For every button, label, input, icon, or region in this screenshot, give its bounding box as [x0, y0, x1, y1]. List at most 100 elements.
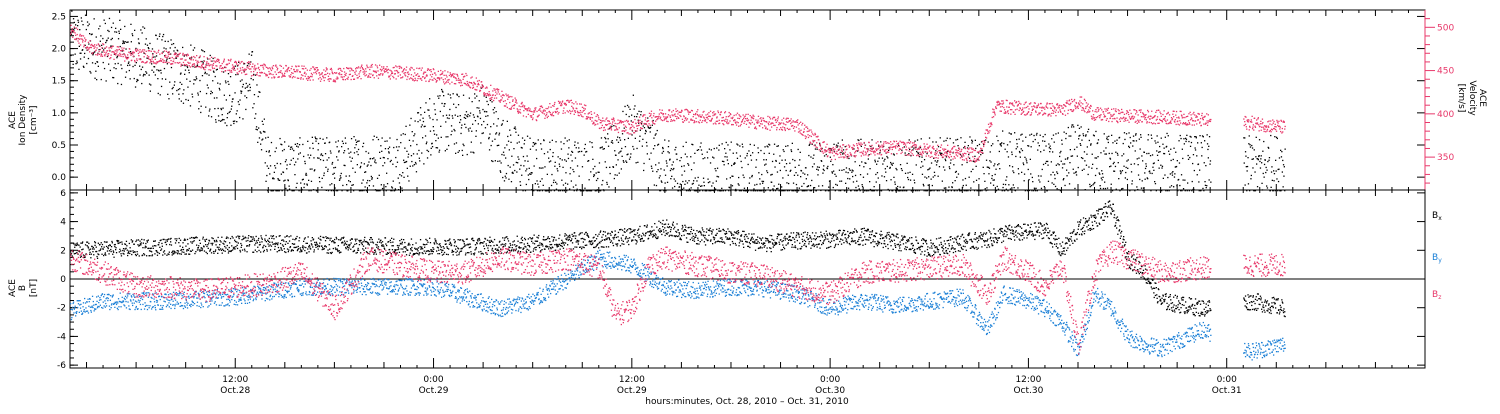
ion-density-point: [861, 146, 862, 147]
velocity-point: [753, 116, 754, 117]
ion-density-point: [674, 178, 675, 179]
velocity-point: [232, 64, 233, 65]
velocity-point: [201, 67, 202, 68]
velocity-point: [119, 53, 120, 54]
velocity-point: [257, 63, 258, 64]
ion-density-point: [208, 87, 209, 88]
ion-density-point: [84, 57, 85, 58]
ion-density-point: [78, 22, 79, 23]
velocity-point: [529, 110, 530, 111]
ion-density-point: [577, 142, 578, 143]
ion-density-point: [486, 111, 487, 112]
ion-density-point: [88, 43, 89, 44]
velocity-point: [110, 47, 111, 48]
ion-density-point: [944, 169, 945, 170]
ion-density-point: [1083, 169, 1084, 170]
ion-density-point: [799, 159, 800, 160]
ion-density-point: [419, 160, 420, 161]
ion-density-point: [494, 107, 495, 108]
velocity-point: [139, 51, 140, 52]
velocity-point: [760, 117, 761, 118]
ion-density-point: [342, 141, 343, 142]
ion-density-point: [398, 146, 399, 147]
velocity-point: [819, 149, 820, 150]
ion-density-point: [989, 168, 990, 169]
velocity-point: [695, 118, 696, 119]
ion-density-point: [1094, 135, 1095, 136]
velocity-point: [467, 81, 468, 82]
ion-density-point: [163, 47, 164, 48]
velocity-point: [739, 118, 740, 119]
velocity-point: [211, 64, 212, 65]
velocity-point: [616, 126, 617, 127]
velocity-point: [575, 112, 576, 113]
velocity-point: [399, 68, 400, 69]
ion-density-point: [87, 25, 88, 26]
ion-density-point: [568, 147, 569, 148]
ion-density-point: [246, 97, 247, 98]
ion-density-point: [1055, 133, 1056, 134]
ion-density-point: [203, 62, 204, 63]
ion-density-point: [988, 141, 989, 142]
velocity-point: [612, 121, 613, 122]
velocity-point: [368, 75, 369, 76]
ion-density-point: [1091, 185, 1092, 186]
velocity-point: [741, 124, 742, 125]
ion-density-point: [532, 146, 533, 147]
velocity-point: [98, 44, 99, 45]
velocity-point: [561, 104, 562, 105]
velocity-point: [618, 132, 619, 133]
ion-density-point: [966, 185, 967, 186]
ion-density-point: [963, 185, 964, 186]
velocity-point: [750, 115, 751, 116]
ion-density-point: [406, 151, 407, 152]
ion-density-point: [756, 159, 757, 160]
ion-density-point: [952, 182, 953, 183]
ion-density-point: [745, 157, 746, 158]
ion-density-point: [118, 31, 119, 32]
ion-density-point: [695, 177, 696, 178]
ion-density-point: [331, 183, 332, 184]
ion-density-point: [1064, 185, 1065, 186]
velocity-point: [821, 149, 822, 150]
ion-density-point: [641, 111, 642, 112]
ion-density-point: [1176, 166, 1177, 167]
ion-density-point: [785, 159, 786, 160]
ion-density-point: [147, 45, 148, 46]
ion-density-point: [118, 38, 119, 39]
velocity-point: [769, 117, 770, 118]
velocity-point: [177, 56, 178, 57]
ion-density-point: [684, 165, 685, 166]
ion-density-point: [724, 148, 725, 149]
ion-density-point: [332, 174, 333, 175]
ion-density-point: [685, 180, 686, 181]
velocity-point: [515, 98, 516, 99]
velocity-point: [540, 111, 541, 112]
ion-density-point: [83, 67, 84, 68]
ion-density-point: [1209, 164, 1210, 165]
ion-density-point: [173, 43, 174, 44]
ion-density-point: [210, 55, 211, 56]
velocity-point: [270, 74, 271, 75]
ion-density-point: [75, 63, 76, 64]
velocity-point: [705, 114, 706, 115]
ion-density-point: [497, 145, 498, 146]
velocity-point: [306, 78, 307, 79]
ion-density-point: [1278, 169, 1279, 170]
velocity-point: [825, 150, 826, 151]
velocity-point: [108, 55, 109, 56]
ion-density-point: [158, 93, 159, 94]
ion-density-point: [455, 107, 456, 108]
ion-density-point: [653, 148, 654, 149]
ion-density-point: [1040, 175, 1041, 176]
ion-density-point: [1173, 159, 1174, 160]
ion-density-point: [1161, 138, 1162, 139]
ion-density-point: [1271, 166, 1272, 167]
ion-density-point: [1009, 132, 1010, 133]
velocity-point: [799, 123, 800, 124]
ion-density-point: [1097, 156, 1098, 157]
ion-density-point: [483, 121, 484, 122]
velocity-point: [762, 123, 763, 124]
velocity-point: [75, 35, 76, 36]
ion-density-point: [657, 130, 658, 131]
